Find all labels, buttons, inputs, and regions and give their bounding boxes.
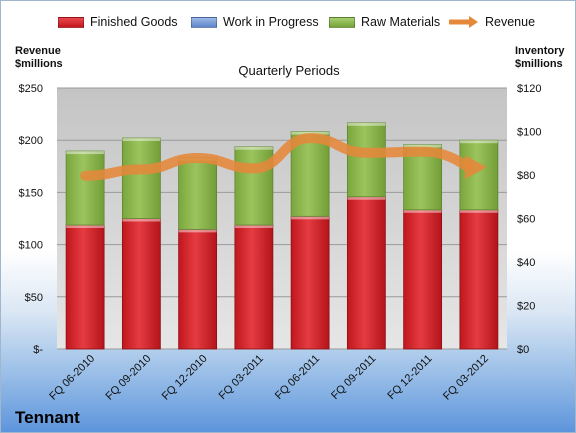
bar-finished-goods (121, 218, 161, 350)
category-labels: FQ 06-2010 FQ 09-2010 FQ 12-2010 FQ 03-2011… (47, 353, 491, 403)
right-axis-title: Inventory $millions (515, 45, 565, 71)
bar-highlight (291, 216, 330, 220)
bar-highlight (122, 218, 161, 222)
bar-finished-goods (234, 224, 274, 350)
left-tick-label: $250 (19, 83, 43, 95)
bar-finished-goods (346, 196, 386, 350)
bar-highlight (459, 209, 498, 213)
right-tick-label: $80 (517, 170, 535, 182)
right-axis-ticks: $0 $20 $40 $60 $80 $100 $120 (517, 83, 541, 356)
raw-materials-swatch (329, 16, 355, 28)
bar-finished-goods (459, 209, 499, 350)
right-tick-label: $60 (517, 214, 535, 226)
bar-finished-goods (65, 224, 105, 350)
bar-highlight (347, 196, 386, 200)
right-tick-label: $40 (517, 257, 535, 269)
revenue-arrowhead (464, 155, 487, 180)
company-name: Tennant (15, 408, 80, 427)
bar-highlight (178, 229, 217, 233)
bar-highlight (403, 209, 442, 213)
category-label: FQ 06-2010 (47, 353, 97, 403)
bar-finished-goods (403, 209, 443, 350)
right-tick-label: $100 (517, 127, 541, 139)
chart-legend: Finished Goods Work in Progress Raw Mate… (1, 15, 575, 35)
category-label: FQ 09-2011 (329, 353, 378, 402)
legend-item-finished-goods: Finished Goods (58, 15, 178, 29)
bar-highlight (66, 225, 105, 229)
right-tick-label: $0 (517, 344, 529, 356)
bar-raw-materials (346, 122, 386, 198)
category-label: FQ 03-2011 (217, 353, 266, 402)
bar-highlight (234, 146, 273, 150)
bars-group (65, 122, 499, 350)
left-axis-ticks: $- $50 $100 $150 $200 $250 (19, 83, 44, 356)
bar-raw-materials (178, 157, 218, 230)
legend-label-work-in-progress: Work in Progress (223, 15, 319, 29)
category-label: FQ 12-2011 (385, 353, 434, 402)
bar-highlight (403, 144, 442, 148)
chart-title: Quarterly Periods (238, 63, 340, 78)
left-axis-title-text: Revenue $millions (15, 45, 63, 70)
bar-highlight (347, 122, 386, 126)
legend-item-revenue: Revenue (449, 15, 535, 29)
bar-raw-materials (121, 137, 161, 219)
left-tick-label: $200 (19, 135, 43, 147)
bar-finished-goods (178, 228, 218, 350)
bar-finished-goods (290, 215, 330, 350)
bar-highlight (459, 140, 498, 144)
legend-item-work-in-progress: Work in Progress (191, 15, 319, 29)
bar-raw-materials (65, 150, 105, 226)
legend-item-raw-materials: Raw Materials (329, 15, 440, 29)
finished-goods-swatch (58, 16, 84, 28)
category-label: FQ 09-2010 (104, 353, 154, 403)
work-in-progress-swatch (191, 16, 217, 28)
revenue-arrow-icon (449, 16, 478, 28)
left-tick-label: $100 (19, 240, 43, 252)
legend-label-finished-goods: Finished Goods (90, 15, 178, 29)
right-axis-title-text: Inventory $millions (515, 45, 565, 70)
category-label: FQ 06-2011 (273, 353, 322, 402)
right-tick-label: $20 (517, 301, 535, 313)
category-label: FQ 12-2010 (160, 353, 210, 403)
bar-highlight (66, 151, 105, 155)
right-tick-label: $120 (517, 83, 541, 95)
legend-label-raw-materials: Raw Materials (361, 15, 441, 29)
revenue-line (80, 133, 472, 181)
bar-highlight (122, 138, 161, 142)
legend-label-revenue: Revenue (485, 15, 536, 29)
left-axis-title: Revenue $millions (15, 45, 63, 71)
left-tick-label: $- (33, 344, 43, 356)
bar-raw-materials (234, 146, 274, 226)
left-tick-label: $150 (19, 187, 43, 199)
bar-highlight (234, 225, 273, 229)
left-tick-label: $50 (25, 292, 43, 304)
bar-highlight (291, 131, 330, 135)
revenue-line-group (80, 133, 487, 181)
category-label: FQ 03-2012 (441, 353, 491, 403)
